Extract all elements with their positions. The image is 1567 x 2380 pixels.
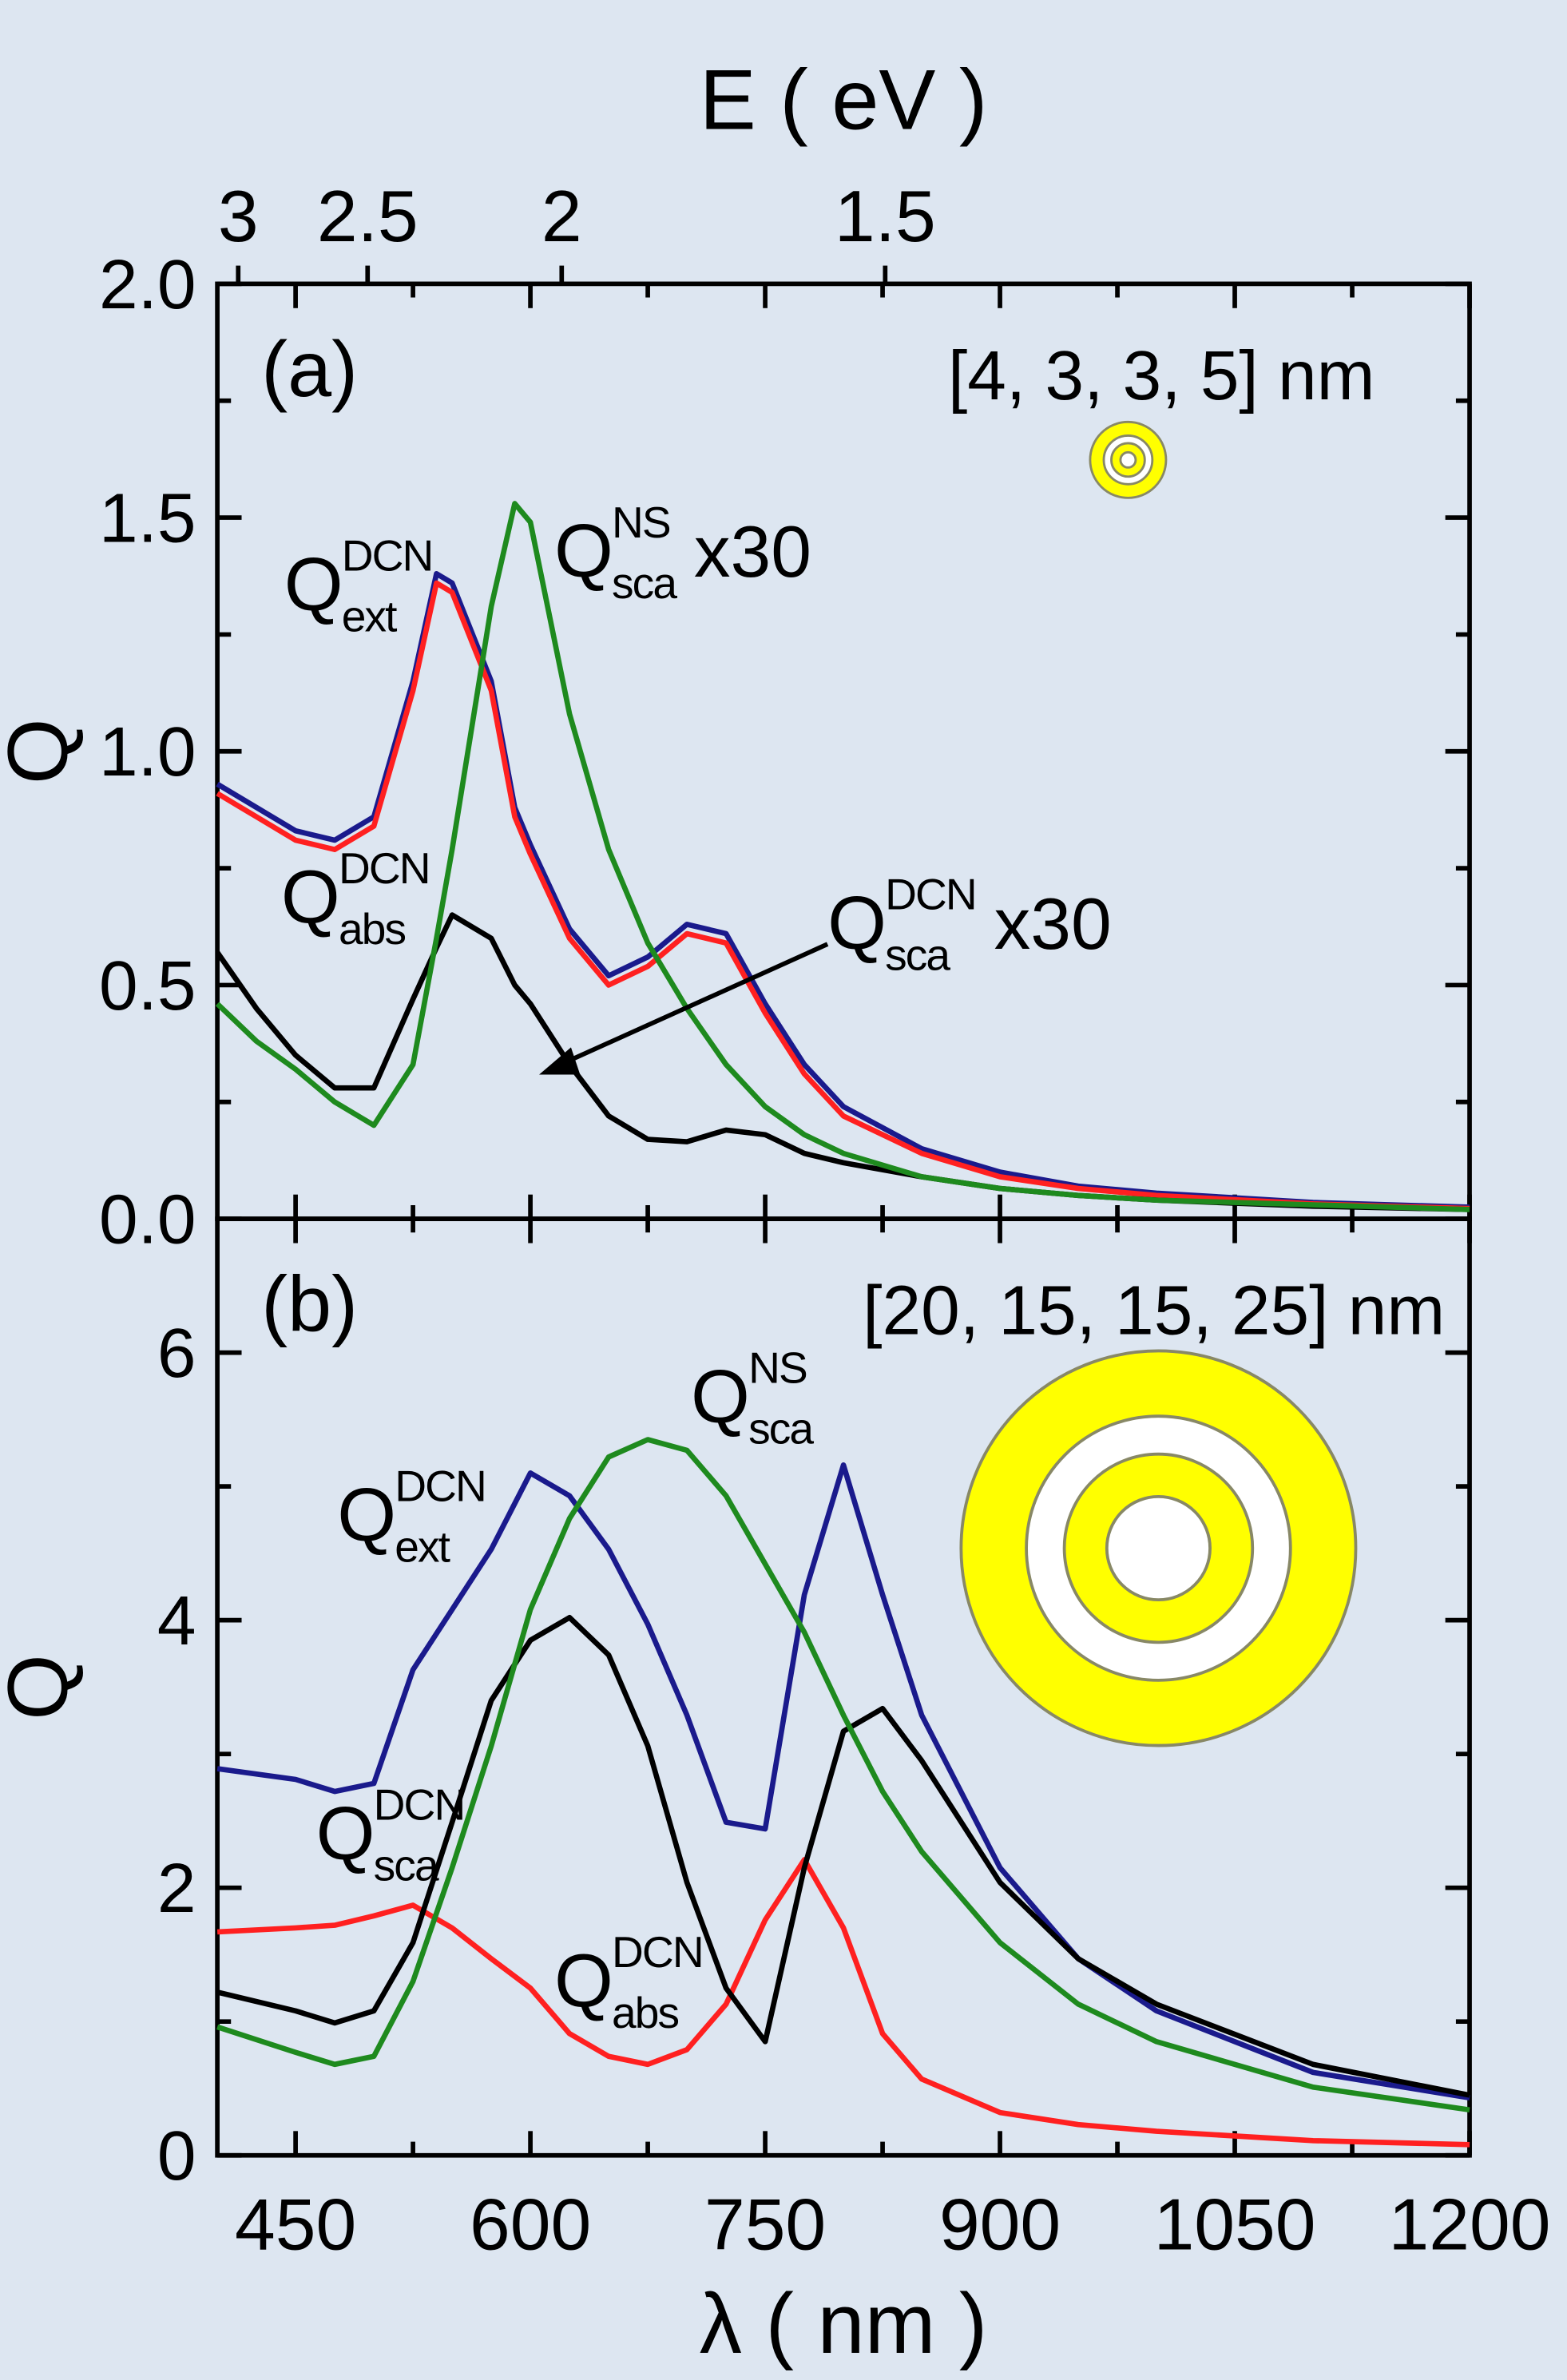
x2-tick-label: 2 (542, 176, 582, 257)
series-label: Q (281, 855, 339, 940)
series-label-sup: NS (748, 1343, 807, 1392)
y-axis-label: Q (0, 718, 85, 784)
series-label-note: x30 (694, 511, 811, 593)
series-line (216, 1614, 1470, 2098)
series-label: Q (284, 542, 342, 627)
series-label: Q (691, 1355, 748, 1439)
series-label-sup: DCN (374, 1780, 465, 1830)
series-label-sup: DCN (342, 531, 433, 581)
series-line (215, 501, 1470, 1212)
series-line (216, 1437, 1470, 2113)
x-tick-label: 600 (470, 2184, 591, 2266)
x-tick-label: 1200 (1389, 2184, 1551, 2266)
y-axis-label: Q (0, 1654, 85, 1720)
series-label: Q (337, 1473, 395, 1557)
series-label-sub: ext (342, 592, 397, 641)
series-label-note: x30 (994, 883, 1112, 965)
series-line (216, 580, 1470, 1212)
y-tick-label: 1.0 (99, 712, 196, 791)
y-tick-label: 2 (157, 1849, 196, 1927)
y-tick-label: 2.0 (99, 245, 196, 323)
series-line (216, 1462, 1470, 2100)
y-tick-label: 6 (157, 1314, 196, 1392)
series-label-sup: DCN (612, 1927, 703, 1977)
x-tick-label: 450 (235, 2184, 356, 2266)
particle-icon-b (959, 1349, 1358, 1747)
series-label-sub: sca (374, 1841, 439, 1890)
x2-axis-label: E ( eV ) (700, 53, 988, 148)
series-label-sup: DCN (885, 869, 976, 918)
x2-tick-label: 1.5 (835, 176, 936, 257)
y-tick-label: 0.5 (99, 946, 196, 1025)
series-label: Q (554, 1938, 612, 2023)
series-label-sub: sca (612, 558, 677, 608)
plot-frame (215, 1216, 1472, 2158)
series-label-sub: sca (748, 1403, 814, 1453)
series-label-sup: DCN (395, 1462, 486, 1511)
series-line (216, 1857, 1470, 2148)
series-label: Q (827, 881, 885, 966)
x-tick-label: 1050 (1154, 2184, 1316, 2266)
x-axis-label: λ ( nm ) (700, 2276, 988, 2371)
series-label-sub: abs (612, 1988, 678, 2037)
series-label-sub: abs (339, 904, 405, 954)
series-label-sup: DCN (339, 843, 430, 893)
x-tick-label: 900 (939, 2184, 1061, 2266)
panel-label: (a) (261, 325, 358, 413)
series-label-sub: sca (885, 930, 950, 979)
series-label: Q (316, 1791, 374, 1876)
y-tick-label: 0 (157, 2116, 196, 2195)
series-label-sub: ext (395, 1522, 450, 1572)
x2-tick-label: 2.5 (317, 176, 419, 257)
y-tick-label: 0.0 (99, 1180, 196, 1259)
plot-area: 0.0 0.5 1.0 1.5 2.0 3 2.5 2 1.5 E ( eV ) Q (a) [4, 3… (0, 53, 1550, 2371)
x-tick-label: 750 (704, 2184, 826, 2266)
series-label: Q (554, 509, 612, 593)
series-label-sup: NS (612, 498, 670, 547)
y-tick-label: 1.5 (99, 478, 196, 557)
arrow (539, 942, 829, 1075)
particle-icon-a (1089, 420, 1168, 499)
size-annotation: [4, 3, 3, 5] nm (948, 336, 1375, 415)
y-tick-label: 4 (157, 1581, 196, 1660)
x2-tick-label: 3 (218, 176, 259, 257)
panel-label: (b) (261, 1260, 358, 1348)
size-annotation: [20, 15, 15, 25] nm (863, 1271, 1445, 1350)
